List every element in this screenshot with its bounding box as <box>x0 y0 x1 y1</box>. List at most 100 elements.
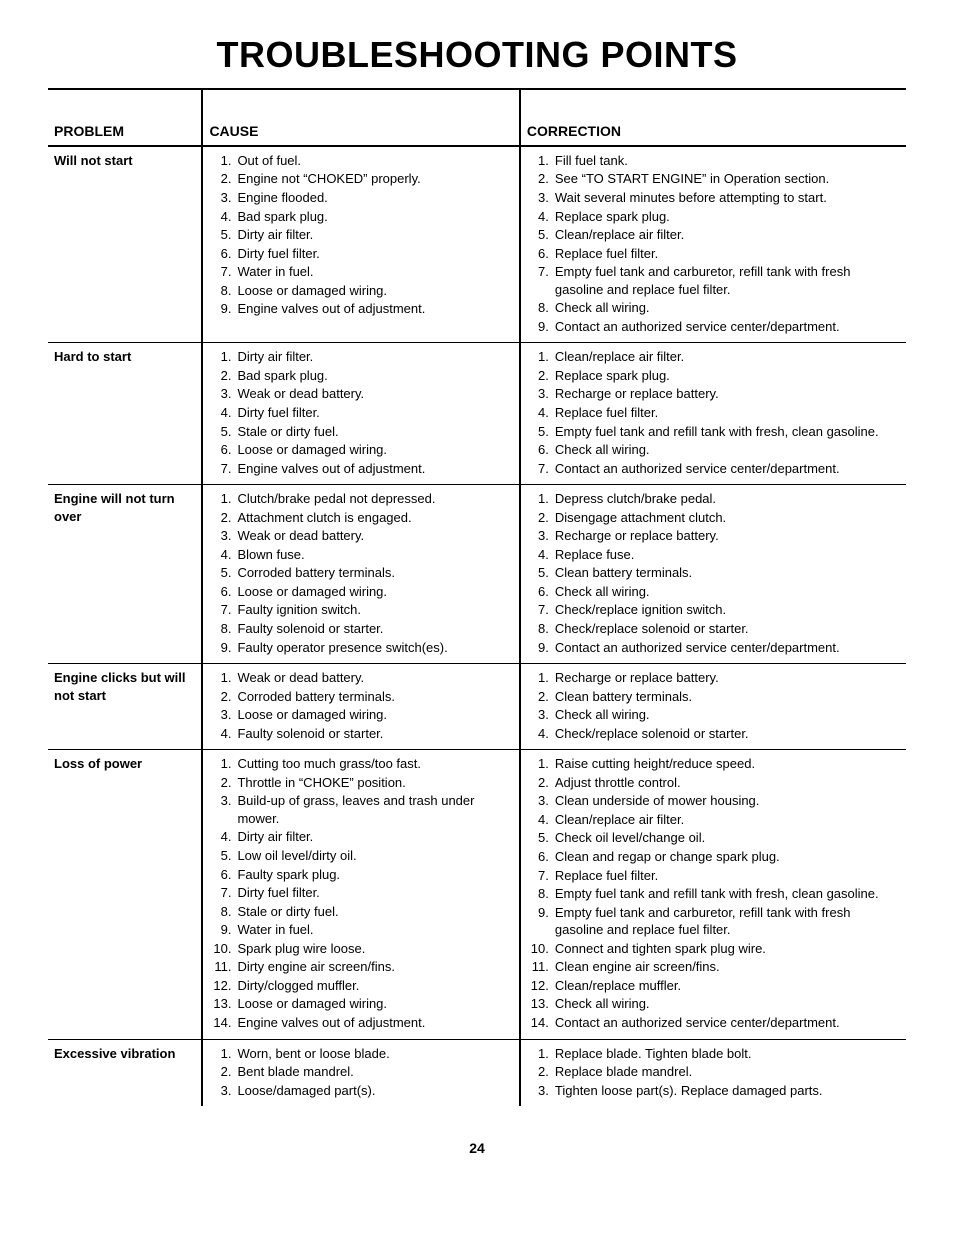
list-item: Replace fuel filter. <box>551 867 900 886</box>
correction-cell: Recharge or replace battery.Clean batter… <box>520 664 906 750</box>
list-item: Replace spark plug. <box>551 367 900 386</box>
correction-cell: Depress clutch/brake pedal.Disengage att… <box>520 485 906 664</box>
list-item: Fill fuel tank. <box>551 152 900 171</box>
list-item: Bad spark plug. <box>233 367 512 386</box>
problem-name: Will not start <box>54 152 195 170</box>
problem-name: Loss of power <box>54 755 195 773</box>
list-item: Contact an authorized service center/dep… <box>551 639 900 658</box>
list-item: Dirty air filter. <box>233 226 512 245</box>
cause-cell: Cutting too much grass/too fast.Throttle… <box>202 750 519 1039</box>
header-cause: CAUSE <box>202 89 519 146</box>
list-item: Engine valves out of adjustment. <box>233 300 512 319</box>
list-item: Dirty engine air screen/fins. <box>233 958 512 977</box>
correction-list: Depress clutch/brake pedal.Disengage att… <box>527 490 900 657</box>
list-item: Worn, bent or loose blade. <box>233 1045 512 1064</box>
list-item: Build-up of grass, leaves and trash unde… <box>233 792 512 828</box>
list-item: Faulty solenoid or starter. <box>233 620 512 639</box>
list-item: Loose or damaged wiring. <box>233 583 512 602</box>
correction-cell: Fill fuel tank.See “TO START ENGINE” in … <box>520 146 906 343</box>
table-row: Engine will not turn overClutch/brake pe… <box>48 485 906 664</box>
list-item: Attachment clutch is engaged. <box>233 509 512 528</box>
list-item: Loose or damaged wiring. <box>233 282 512 301</box>
list-item: Dirty air filter. <box>233 348 512 367</box>
list-item: Engine not “CHOKED” properly. <box>233 170 512 189</box>
list-item: Contact an authorized service center/dep… <box>551 1014 900 1033</box>
list-item: Recharge or replace battery. <box>551 669 900 688</box>
page: TROUBLESHOOTING POINTS PROBLEM CAUSE COR… <box>0 0 954 1186</box>
header-problem: PROBLEM <box>48 89 202 146</box>
cause-list: Cutting too much grass/too fast.Throttle… <box>209 755 512 1032</box>
table-body: Will not start Out of fuel.Engine not “CH… <box>48 146 906 1106</box>
problem-cell: Will not start <box>48 146 202 343</box>
page-title: TROUBLESHOOTING POINTS <box>48 34 906 76</box>
list-item: Check all wiring. <box>551 706 900 725</box>
list-item: Faulty solenoid or starter. <box>233 725 512 744</box>
correction-cell: Raise cutting height/reduce speed.Adjust… <box>520 750 906 1039</box>
list-item: Clutch/brake pedal not depressed. <box>233 490 512 509</box>
list-item: Contact an authorized service center/dep… <box>551 460 900 479</box>
list-item: Water in fuel. <box>233 921 512 940</box>
cause-list: Worn, bent or loose blade.Bent blade man… <box>209 1045 512 1101</box>
list-item: Empty fuel tank and refill tank with fre… <box>551 885 900 904</box>
problem-name: Engine clicks but will not start <box>54 669 195 704</box>
list-item: Clean and regap or change spark plug. <box>551 848 900 867</box>
troubleshooting-table: PROBLEM CAUSE CORRECTION Will not start O… <box>48 88 906 1106</box>
page-number: 24 <box>48 1140 906 1156</box>
list-item: Check all wiring. <box>551 441 900 460</box>
list-item: Loose/damaged part(s). <box>233 1082 512 1101</box>
list-item: Check all wiring. <box>551 583 900 602</box>
list-item: Faulty operator presence switch(es). <box>233 639 512 658</box>
list-item: Clean battery terminals. <box>551 688 900 707</box>
list-item: Out of fuel. <box>233 152 512 171</box>
list-item: See “TO START ENGINE” in Operation secti… <box>551 170 900 189</box>
list-item: Replace spark plug. <box>551 208 900 227</box>
list-item: Low oil level/dirty oil. <box>233 847 512 866</box>
list-item: Water in fuel. <box>233 263 512 282</box>
cause-cell: Worn, bent or loose blade.Bent blade man… <box>202 1039 519 1106</box>
list-item: Clean engine air screen/fins. <box>551 958 900 977</box>
list-item: Clean battery terminals. <box>551 564 900 583</box>
list-item: Stale or dirty fuel. <box>233 903 512 922</box>
problem-cell: Excessive vibration <box>48 1039 202 1106</box>
list-item: Engine valves out of adjustment. <box>233 1014 512 1033</box>
list-item: Dirty/clogged muffler. <box>233 977 512 996</box>
list-item: Corroded battery terminals. <box>233 564 512 583</box>
cause-cell: Weak or dead battery.Corroded battery te… <box>202 664 519 750</box>
header-correction: CORRECTION <box>520 89 906 146</box>
list-item: Depress clutch/brake pedal. <box>551 490 900 509</box>
correction-cell: Replace blade. Tighten blade bolt.Replac… <box>520 1039 906 1106</box>
table-row: Loss of power Cutting too much grass/too … <box>48 750 906 1039</box>
list-item: Replace fuel filter. <box>551 404 900 423</box>
list-item: Check/replace solenoid or starter. <box>551 620 900 639</box>
cause-list: Out of fuel.Engine not “CHOKED” properly… <box>209 152 512 319</box>
list-item: Clean/replace air filter. <box>551 811 900 830</box>
list-item: Dirty air filter. <box>233 828 512 847</box>
list-item: Replace fuel filter. <box>551 245 900 264</box>
correction-list: Fill fuel tank.See “TO START ENGINE” in … <box>527 152 900 336</box>
list-item: Empty fuel tank and carburetor, refill t… <box>551 904 900 940</box>
cause-list: Clutch/brake pedal not depressed.Attachm… <box>209 490 512 657</box>
problem-cell: Hard to start <box>48 343 202 485</box>
list-item: Engine valves out of adjustment. <box>233 460 512 479</box>
table-row: Engine clicks but will not startWeak or … <box>48 664 906 750</box>
list-item: Cutting too much grass/too fast. <box>233 755 512 774</box>
list-item: Bent blade mandrel. <box>233 1063 512 1082</box>
list-item: Dirty fuel filter. <box>233 884 512 903</box>
problem-cell: Loss of power <box>48 750 202 1039</box>
list-item: Replace blade. Tighten blade bolt. <box>551 1045 900 1064</box>
list-item: Throttle in “CHOKE” position. <box>233 774 512 793</box>
list-item: Connect and tighten spark plug wire. <box>551 940 900 959</box>
list-item: Weak or dead battery. <box>233 669 512 688</box>
correction-cell: Clean/replace air filter.Replace spark p… <box>520 343 906 485</box>
cause-list: Dirty air filter.Bad spark plug.Weak or … <box>209 348 512 478</box>
list-item: Wait several minutes before attempting t… <box>551 189 900 208</box>
list-item: Loose or damaged wiring. <box>233 706 512 725</box>
list-item: Dirty fuel filter. <box>233 245 512 264</box>
list-item: Empty fuel tank and refill tank with fre… <box>551 423 900 442</box>
list-item: Faulty ignition switch. <box>233 601 512 620</box>
list-item: Check/replace ignition switch. <box>551 601 900 620</box>
list-item: Dirty fuel filter. <box>233 404 512 423</box>
list-item: Clean/replace air filter. <box>551 348 900 367</box>
list-item: Engine flooded. <box>233 189 512 208</box>
list-item: Corroded battery terminals. <box>233 688 512 707</box>
